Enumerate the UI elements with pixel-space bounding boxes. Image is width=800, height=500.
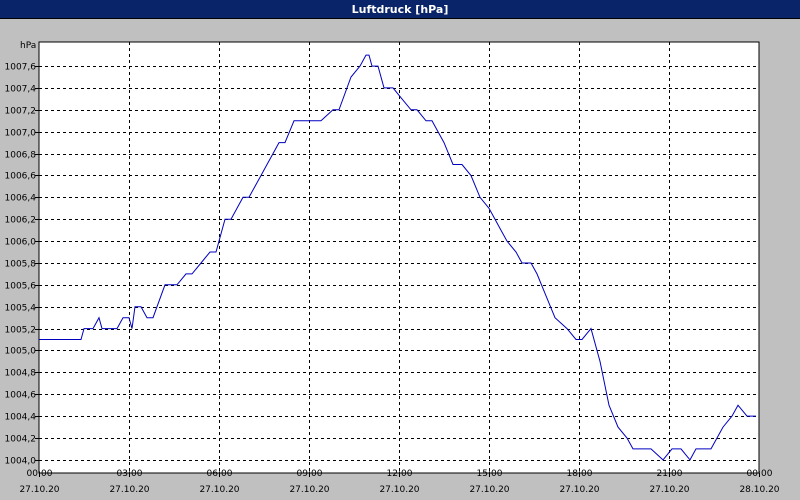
- y-axis: 1004,0 1004,2 1004,4 1004,6 1004,8 1005,0 1005…: [5, 63, 39, 467]
- x-axis: 00:00 27.10.20 03:00 27.10.20 06:00 27.10.20 0…: [19, 469, 779, 495]
- x-tick-time: 06:00: [207, 469, 233, 479]
- y-tick-label: 1004,2: [5, 435, 37, 445]
- x-tick-date: 27.10.20: [649, 485, 689, 495]
- grid-lines: [39, 42, 759, 473]
- y-tick-label: 1006,8: [5, 151, 37, 161]
- y-tick-label: 1005,8: [5, 260, 37, 270]
- y-tick-label: 1005,0: [5, 347, 37, 357]
- x-tick-time: 18:00: [567, 469, 593, 479]
- x-tick-date: 27.10.20: [469, 485, 509, 495]
- y-tick-label: 1004,6: [5, 391, 37, 401]
- y-tick-label: 1006,0: [5, 238, 37, 248]
- y-axis-label: hPa: [20, 41, 36, 51]
- x-tick-date: 27.10.20: [199, 485, 239, 495]
- y-tick-label: 1006,2: [5, 216, 37, 226]
- y-tick-label: 1007,2: [5, 107, 37, 117]
- x-tick-time: 12:00: [387, 469, 413, 479]
- x-tick-date: 27.10.20: [19, 485, 59, 495]
- pressure-chart: 1004,0 1004,2 1004,4 1004,6 1004,8 1005,0 1005…: [0, 19, 800, 500]
- series-group: [39, 54, 756, 461]
- x-tick-time: 21:00: [657, 469, 683, 479]
- chart-title: Luftdruck [hPa]: [0, 0, 800, 19]
- y-tick-label: 1004,0: [5, 457, 37, 467]
- x-tick-time: 00:00: [27, 469, 53, 479]
- x-tick-date: 27.10.20: [559, 485, 599, 495]
- x-tick-date: 27.10.20: [379, 485, 419, 495]
- y-tick-label: 1007,0: [5, 129, 37, 139]
- y-tick-label: 1006,4: [5, 194, 37, 204]
- x-tick-time: 00:00: [747, 469, 773, 479]
- series-line: [39, 54, 756, 461]
- x-tick-time: 09:00: [297, 469, 323, 479]
- x-tick-date: 28.10.20: [739, 485, 779, 495]
- x-tick-date: 27.10.20: [289, 485, 329, 495]
- y-tick-label: 1007,4: [5, 85, 37, 95]
- y-tick-label: 1006,6: [5, 172, 37, 182]
- x-tick-time: 15:00: [477, 469, 503, 479]
- y-tick-label: 1005,2: [5, 326, 37, 336]
- x-tick-time: 03:00: [117, 469, 143, 479]
- y-tick-label: 1004,4: [5, 413, 37, 423]
- y-tick-label: 1004,8: [5, 369, 37, 379]
- plot-area: [38, 41, 760, 474]
- y-tick-label: 1005,6: [5, 282, 37, 292]
- y-tick-label: 1005,4: [5, 304, 37, 314]
- y-tick-label: 1007,6: [5, 63, 37, 73]
- x-tick-date: 27.10.20: [109, 485, 149, 495]
